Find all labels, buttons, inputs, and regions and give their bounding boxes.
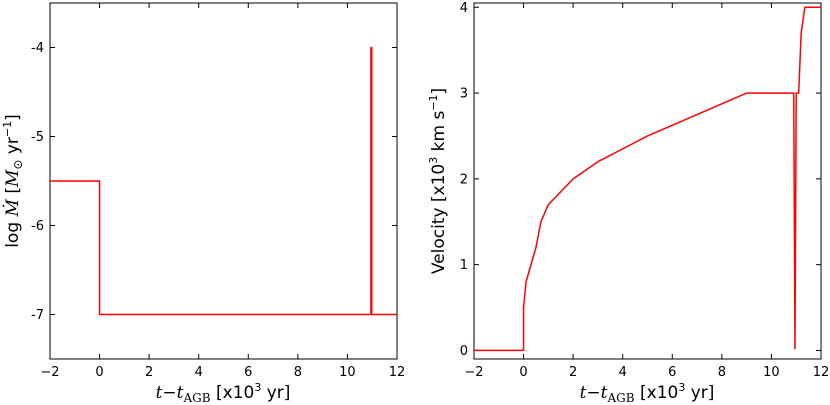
left-x-tick-label: −2: [40, 365, 59, 380]
right-y-ticks: 0 1 2 3 4: [460, 1, 821, 359]
left-x-tick-label: 6: [244, 365, 252, 380]
right-series-line-0: [474, 6, 821, 352]
right-x-tick-label: 12: [813, 365, 830, 380]
left-y-tick-label: -4: [31, 41, 44, 56]
left-y-tick-label: -5: [31, 130, 44, 145]
right-y-tick-label: 1: [460, 258, 468, 273]
right-x-tick-label: −2: [464, 365, 483, 380]
right-x-tick-label: 2: [569, 365, 577, 380]
left-y-tick-label: -7: [31, 308, 44, 323]
right-x-tick-label: 6: [668, 365, 676, 380]
right-x-tick-label: 8: [718, 365, 726, 380]
right-x-axis-label: t−tAGB [x103 yr]: [580, 381, 715, 405]
left-y-ticks: -7 -6 -5 -4: [31, 41, 397, 323]
right-x-tick-label: 4: [619, 365, 627, 380]
left-x-axis-label: t−tAGB [x103 yr]: [156, 381, 291, 405]
left-series-line-0: [50, 46, 397, 316]
right-y-tick-label: 2: [460, 172, 468, 187]
left-x-ticks: −2 0 2 4 6 8 10 12: [40, 3, 405, 380]
right-y-tick-label: 0: [460, 344, 468, 359]
right-y-tick-label: 3: [460, 87, 468, 102]
right-y-axis-label: Velocity [x103 km s−1]: [427, 88, 449, 274]
left-x-tick-label: 4: [195, 365, 203, 380]
right-x-tick-label: 10: [763, 365, 780, 380]
left-y-axis-label: log Ṁ [M⊙ yr−1]: [1, 114, 25, 248]
left-y-tick-label: -6: [31, 219, 44, 234]
left-x-tick-label: 10: [339, 365, 356, 380]
left-x-tick-label: 8: [294, 365, 302, 380]
left-x-tick-label: 2: [145, 365, 153, 380]
right-x-ticks: −2 0 2 4 6 8 10 12: [464, 3, 829, 380]
left-plot-frame: [49, 2, 398, 360]
right-plot-frame: [473, 2, 822, 360]
left-x-tick-label: 0: [95, 365, 103, 380]
left-x-tick-label: 12: [389, 365, 406, 380]
right-x-tick-label: 0: [519, 365, 527, 380]
right-series-group: [474, 6, 821, 352]
panel-mass-loss-rate: −2 0 2 4 6 8 10 12 -7 -6 -5 -4 t−tAGB [x103 yr] lo…: [1, 2, 405, 405]
left-series-group: [50, 46, 397, 316]
right-y-tick-label: 4: [460, 1, 468, 16]
